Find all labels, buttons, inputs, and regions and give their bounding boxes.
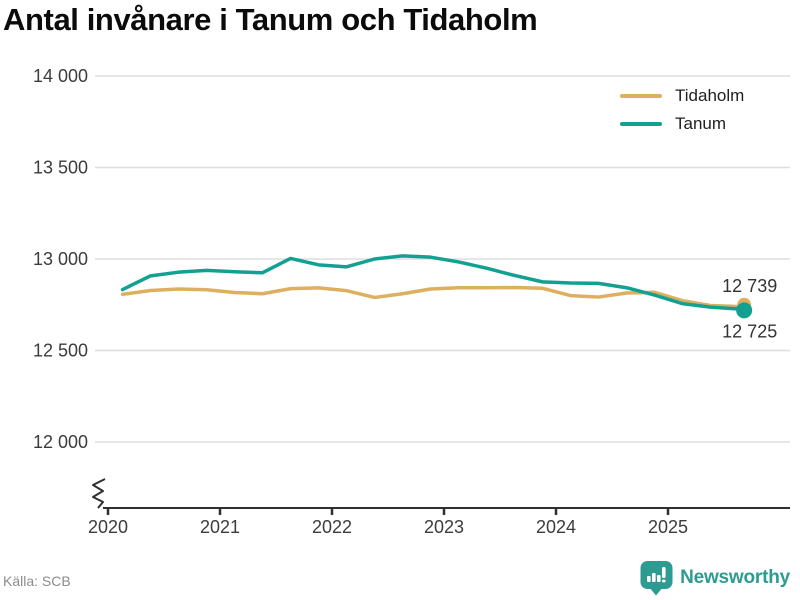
- newsworthy-bubble-icon: [640, 561, 673, 596]
- x-tick-label: 2021: [200, 517, 240, 537]
- y-tick-label: 12 500: [33, 341, 88, 361]
- legend-label-tanum: Tanum: [675, 114, 727, 133]
- legend-label-tidaholm: Tidaholm: [675, 86, 745, 105]
- y-tick-label: 14 000: [33, 66, 88, 86]
- brand-logo-lockup: Newsworthy: [640, 560, 790, 596]
- source-label: Källa: SCB: [3, 573, 71, 589]
- end-dot-tanum: [736, 302, 753, 319]
- legend-swatch-tanum: [620, 121, 662, 126]
- axis-break-icon: [92, 478, 106, 509]
- y-tick-label: 12 000: [33, 432, 88, 452]
- series-line-tanum: [120, 254, 746, 312]
- x-tick-label: 2020: [88, 517, 128, 537]
- chart-title: Antal invånare i Tanum och Tidaholm: [3, 2, 538, 37]
- x-tick-label: 2023: [424, 517, 464, 537]
- legend-swatch-tidaholm: [620, 93, 662, 98]
- legend: Tidaholm Tanum: [620, 86, 744, 133]
- y-tick-label: 13 500: [33, 158, 88, 178]
- x-tick-label: 2025: [648, 517, 688, 537]
- series-line-tidaholm: [120, 285, 746, 309]
- y-tick-label: 13 000: [33, 249, 88, 269]
- legend-item-tidaholm: Tidaholm: [620, 86, 744, 105]
- end-value-label-tanum: 12 725: [722, 321, 777, 341]
- end-value-label-tidaholm: 12 739: [722, 276, 777, 296]
- x-tick-label: 2022: [312, 517, 352, 537]
- legend-item-tanum: Tanum: [620, 114, 744, 133]
- x-tick-label: 2024: [536, 517, 576, 537]
- brand-name: Newsworthy: [680, 567, 790, 588]
